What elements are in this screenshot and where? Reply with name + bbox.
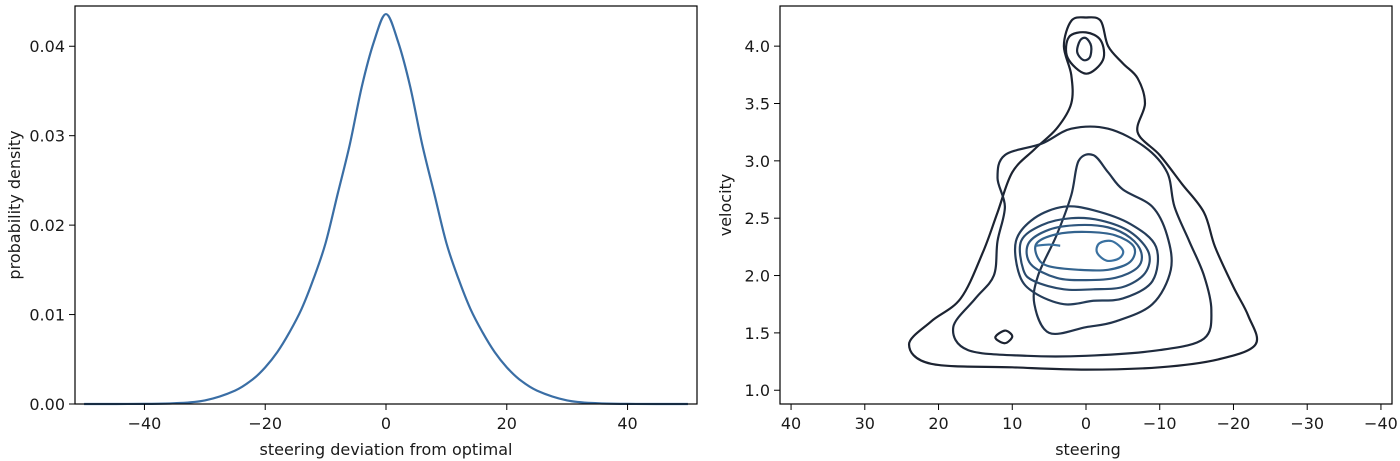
contour-line	[1032, 153, 1173, 335]
contour-line	[1034, 230, 1137, 272]
density-x-tick-label: −40	[128, 414, 162, 433]
density-x-tick-label: 40	[617, 414, 637, 433]
contour-x-ticks: 40 30 20 10 0 −10 −20 −30 −40	[781, 404, 1398, 433]
contour-y-tick-label: 2.0	[745, 267, 770, 286]
contour-x-tick-label: 10	[1002, 414, 1022, 433]
density-curve-group	[84, 12, 688, 406]
density-plot-area	[75, 6, 697, 404]
density-x-tick-label: 0	[381, 414, 391, 433]
contour-y-tick-label: 3.5	[745, 94, 770, 113]
contour-x-tick-label: −20	[1217, 414, 1251, 433]
contour-line	[1064, 31, 1106, 75]
contour-line	[1095, 239, 1125, 263]
density-y-axis-label: probability density	[5, 130, 24, 279]
contour-y-tick-label: 2.5	[745, 209, 770, 228]
contour-x-tick-label: 20	[928, 414, 948, 433]
contour-y-tick-label: 1.5	[745, 324, 770, 343]
contour-x-tick-label: −10	[1143, 414, 1177, 433]
contour-x-tick-label: −30	[1290, 414, 1324, 433]
contour-y-axis-label: velocity	[716, 174, 735, 237]
density-x-axis-label: steering deviation from optimal	[260, 440, 513, 459]
contour-line	[994, 329, 1014, 345]
contour-line	[1035, 243, 1061, 247]
contour-plot-area	[780, 6, 1392, 404]
density-x-ticks: −40 −20 0 20 40	[128, 404, 638, 433]
contour-line	[1075, 36, 1093, 62]
density-y-tick-label: 0.04	[29, 37, 65, 56]
contour-y-tick-label: 3.0	[745, 152, 770, 171]
contour-lines-group	[907, 16, 1259, 371]
contour-line	[951, 125, 1213, 358]
density-x-tick-label: −20	[248, 414, 282, 433]
contour-x-axis-label: steering	[1055, 440, 1121, 459]
density-y-tick-label: 0.00	[29, 395, 65, 414]
contour-line	[1025, 223, 1143, 282]
contour-x-tick-label: 0	[1081, 414, 1091, 433]
contour-x-tick-label: 30	[855, 414, 875, 433]
density-y-tick-label: 0.01	[29, 306, 65, 325]
contour-panel: 40 30 20 10 0 −10 −20 −30 −40 1.0 1.5 2.0 2.5 3.0 3.5…	[716, 5, 1398, 459]
density-y-ticks: 0.00 0.01 0.02 0.03 0.04	[29, 37, 75, 414]
contour-y-tick-label: 4.0	[745, 37, 770, 56]
contour-x-tick-label: 40	[781, 414, 801, 433]
contour-x-tick-label: −40	[1364, 414, 1398, 433]
contour-line	[1018, 216, 1151, 292]
density-panel: −40 −20 0 20 40 0.00 0.01 0.02 0.03 0.04 steerin…	[5, 5, 698, 459]
contour-line	[907, 16, 1259, 371]
density-x-tick-label: 20	[497, 414, 517, 433]
contour-y-ticks: 1.0 1.5 2.0 2.5 3.0 3.5 4.0	[745, 37, 780, 400]
density-y-tick-label: 0.02	[29, 216, 65, 235]
contour-line	[1013, 205, 1160, 306]
density-curve	[84, 12, 688, 406]
contour-y-tick-label: 1.0	[745, 381, 770, 400]
density-y-tick-label: 0.03	[29, 127, 65, 146]
